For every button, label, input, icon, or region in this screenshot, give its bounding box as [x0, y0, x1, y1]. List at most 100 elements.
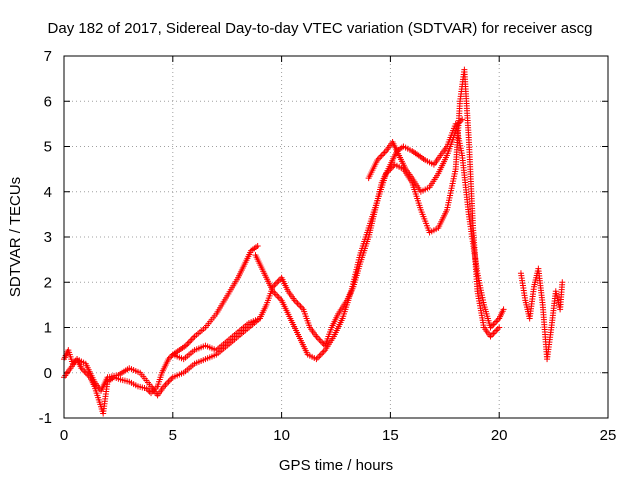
data-point [100, 381, 111, 417]
y-tick-label: 1 [44, 320, 52, 337]
y-tick-label: 6 [44, 93, 52, 110]
y-tick-label: 2 [44, 274, 52, 291]
x-tick-label: 25 [600, 427, 617, 444]
data-point [261, 270, 275, 293]
data-point [158, 358, 171, 376]
data-point [304, 351, 318, 362]
data-point [396, 152, 408, 171]
data-point [115, 366, 131, 379]
data-point [241, 249, 254, 268]
data-point [322, 326, 334, 349]
data-point [306, 324, 319, 338]
data-point [235, 326, 251, 340]
axis-ticks: 0 5 10 15 20 25 -1 0 1 2 3 4 5 6 7 [39, 48, 617, 444]
data-point [191, 343, 207, 354]
data-point [474, 270, 487, 306]
data-point [426, 172, 441, 191]
data-point [202, 352, 218, 363]
data-point [496, 308, 506, 322]
data-point [224, 276, 240, 299]
data-point [82, 360, 97, 383]
data-point [400, 143, 413, 153]
data-point [422, 157, 435, 167]
data-point [365, 200, 380, 231]
data-point [330, 317, 345, 340]
data-point [278, 274, 291, 293]
data-point [154, 372, 165, 390]
data-point [91, 383, 102, 401]
data-point [134, 383, 148, 392]
y-tick-label: 5 [44, 139, 52, 156]
data-point [143, 385, 153, 395]
data-point [213, 339, 229, 354]
x-tick-label: 10 [273, 427, 290, 444]
y-tick-label: 0 [44, 365, 52, 382]
data-point [278, 297, 293, 320]
data-point [450, 123, 461, 141]
data-point [224, 335, 240, 349]
data-point [430, 154, 443, 168]
data-point [559, 279, 566, 286]
data-point [415, 152, 427, 162]
data-point [169, 351, 185, 362]
y-tick-label: -1 [39, 410, 52, 427]
data-point [496, 324, 503, 331]
data-point [526, 286, 537, 322]
y-tick-label: 7 [44, 48, 52, 65]
data-point [313, 348, 327, 363]
data-point [296, 333, 310, 356]
data-point [459, 152, 472, 215]
data-point [443, 136, 456, 159]
data-point [285, 288, 297, 302]
data-point [176, 343, 188, 354]
chart-title: Day 182 of 2017, Sidereal Day-to-day VTE… [48, 20, 593, 37]
data-point [500, 306, 507, 313]
data-point [191, 357, 207, 367]
data-point [487, 326, 501, 340]
data-point [409, 148, 421, 158]
data-point [291, 297, 305, 311]
data-point [287, 315, 302, 338]
data-point [465, 134, 476, 229]
y-tick-label: 4 [44, 184, 52, 201]
data-point [161, 375, 175, 390]
data-point [417, 206, 432, 234]
data-point [165, 353, 175, 363]
data-point [452, 100, 463, 173]
data-point [470, 224, 481, 292]
data-point [256, 303, 269, 322]
data-point [480, 301, 493, 329]
x-tick-label: 20 [491, 427, 508, 444]
data-point [417, 185, 431, 195]
data-point [213, 294, 229, 317]
data-point [252, 252, 267, 275]
series-trace-b [61, 315, 263, 399]
data-point [202, 342, 218, 353]
data-point [235, 321, 251, 336]
data-point [202, 312, 218, 331]
data-point [313, 333, 327, 348]
data-point [254, 243, 261, 250]
data-point [383, 163, 397, 177]
data-point [328, 312, 341, 331]
series-trace-e [365, 116, 466, 195]
x-axis-label: GPS time / hours [279, 457, 393, 474]
data-point [137, 369, 153, 388]
data-point [374, 149, 388, 164]
data-point [154, 385, 166, 399]
data-marks [61, 66, 566, 417]
data-point [389, 138, 402, 157]
data-point [402, 166, 414, 180]
data-point [474, 288, 487, 329]
data-point [78, 365, 88, 375]
data-point [235, 263, 247, 281]
data-point [82, 369, 92, 379]
data-point [459, 116, 466, 123]
series-trace-f [517, 265, 566, 363]
data-point [248, 244, 260, 254]
data-point [535, 265, 546, 306]
data-point [126, 378, 139, 389]
data-point [365, 159, 380, 182]
data-point [191, 326, 207, 340]
